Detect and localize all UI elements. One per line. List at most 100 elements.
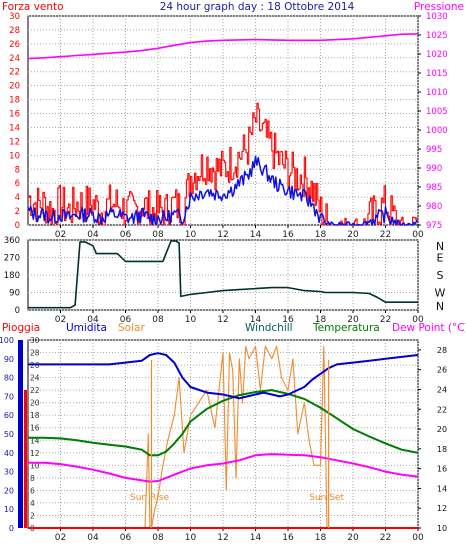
inner-left-tick-label: 10	[30, 461, 40, 470]
temperature-tick-label: 26	[437, 366, 447, 375]
x-tick-label: 18	[315, 533, 327, 543]
x-tick-label: 12	[217, 315, 228, 325]
wind-tick-label: 12	[9, 137, 20, 147]
humidity-line	[28, 352, 419, 400]
x-tick-label: 20	[347, 230, 359, 240]
x-tick-label: 16	[282, 533, 294, 543]
inner-left-tick-label: 14	[30, 436, 40, 445]
x-tick-label: 14	[250, 315, 262, 325]
x-tick-label: 22	[380, 533, 391, 543]
x-tick-label: 12	[217, 230, 228, 240]
pressure-axis-title: Pressione	[414, 1, 464, 13]
pressure-tick-label: 1010	[426, 88, 448, 98]
wind-tick-label: 6	[15, 179, 20, 189]
pressure-tick-label: 990	[426, 164, 442, 174]
direction-tick-label: 90	[9, 289, 20, 299]
temperature-tick-label: 20	[437, 425, 447, 434]
x-tick-label: 08	[152, 533, 164, 543]
x-tick-label: 08	[152, 230, 164, 240]
x-tick-label: 08	[152, 315, 164, 325]
x-tick-label: 14	[250, 230, 262, 240]
wind-tick-label: 28	[9, 26, 20, 36]
humidity-tick-label: 70	[4, 392, 14, 401]
inner-left-tick-label: 4	[30, 499, 35, 508]
humidity-tick-label: 100	[0, 336, 14, 345]
compass-label: N	[436, 300, 444, 313]
x-tick-label: 04	[87, 533, 99, 543]
inner-left-tick-label: 16	[30, 424, 40, 433]
direction-tick-label: 360	[4, 236, 20, 246]
temperature-tick-label: 22	[437, 405, 447, 414]
pressure-tick-label: 1030	[426, 12, 448, 22]
temperature-tick-label: 10	[437, 524, 447, 533]
x-tick-label: 02	[55, 230, 66, 240]
x-tick-label: 06	[120, 533, 132, 543]
x-tick-label: 18	[315, 230, 327, 240]
solar-line	[28, 345, 418, 529]
humidity-tick-label: 20	[4, 486, 14, 495]
x-tick-label: 22	[380, 230, 391, 240]
legend-item-windchill: Windchill	[245, 322, 293, 334]
temperature-line	[28, 389, 419, 457]
x-tick-label: 14	[250, 533, 262, 543]
x-tick-label: 06	[120, 230, 132, 240]
temperature-tick-label: 12	[437, 504, 447, 513]
humidity-axis-bar	[18, 340, 23, 528]
sunrise-label: Sun Rise	[130, 493, 169, 503]
humidity-tick-label: 40	[4, 449, 14, 458]
wind-direction-line	[28, 240, 418, 309]
x-tick-label: 04	[87, 315, 99, 325]
legend-item-umidita: Umidita	[66, 322, 107, 334]
wind-tick-label: 0	[15, 221, 20, 231]
x-tick-label: 00	[412, 533, 424, 543]
inner-left-tick-label: 22	[30, 386, 40, 395]
wind-tick-label: 20	[9, 82, 20, 92]
pressure-tick-label: 980	[426, 202, 442, 212]
wind-axis-title: Forza vento	[2, 1, 64, 13]
wind-tick-label: 18	[9, 96, 20, 106]
wind-tick-label: 22	[9, 68, 20, 78]
temperature-tick-label: 14	[437, 484, 447, 493]
x-tick-label: 16	[282, 315, 294, 325]
inner-left-tick-label: 20	[30, 399, 40, 408]
graph-title: 24 hour graph day : 18 Ottobre 2014	[160, 1, 355, 13]
wind-tick-label: 4	[15, 193, 20, 203]
temperature-tick-label: 28	[437, 346, 447, 355]
x-tick-label: 12	[217, 533, 228, 543]
wind-tick-label: 14	[9, 123, 20, 133]
pressure-tick-label: 1025	[426, 31, 448, 41]
pressure-tick-label: 985	[426, 183, 442, 193]
x-tick-label: 22	[380, 315, 391, 325]
humidity-tick-label: 60	[4, 411, 14, 420]
inner-left-tick-label: 18	[30, 411, 40, 420]
compass-label: N	[436, 240, 444, 253]
humidity-tick-label: 90	[4, 355, 14, 364]
x-tick-label: 06	[120, 315, 132, 325]
compass-label: E	[437, 252, 444, 265]
compass-label: W	[435, 287, 446, 300]
pressure-tick-label: 995	[426, 145, 442, 155]
pressure-line	[27, 33, 419, 60]
pressure-tick-label: 975	[426, 221, 442, 231]
x-tick-label: 00	[412, 315, 424, 325]
x-tick-label: 18	[315, 315, 327, 325]
inner-left-tick-label: 30	[30, 336, 40, 345]
dewpoint-line	[28, 453, 419, 483]
wind-average-line	[27, 155, 419, 226]
x-tick-label: 04	[87, 230, 99, 240]
humidity-tick-label: 0	[9, 524, 14, 533]
wind-tick-label: 8	[15, 165, 20, 175]
inner-left-tick-label: 8	[30, 474, 35, 483]
sunset-label: Sun Set	[309, 493, 344, 503]
pressure-tick-label: 1020	[426, 50, 448, 60]
compass-label: S	[437, 269, 444, 282]
pressure-tick-label: 1005	[426, 107, 448, 117]
x-tick-label: 20	[347, 533, 359, 543]
temperature-tick-label: 24	[437, 385, 447, 394]
direction-tick-label: 180	[4, 271, 20, 281]
inner-left-tick-label: 24	[30, 374, 40, 383]
wind-tick-label: 24	[9, 54, 20, 64]
inner-left-tick-label: 2	[30, 511, 35, 520]
